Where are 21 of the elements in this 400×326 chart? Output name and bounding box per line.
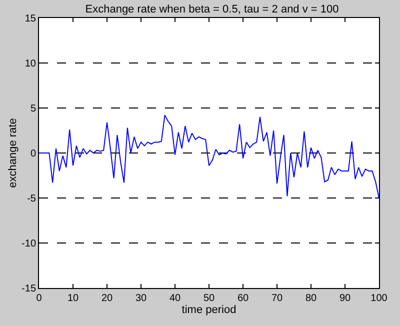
x-tick-label: 50 bbox=[203, 293, 215, 304]
x-tick-label: 30 bbox=[135, 293, 147, 304]
y-tick-label: -15 bbox=[22, 284, 36, 294]
line-series bbox=[39, 114, 379, 198]
y-tick-label: 0 bbox=[30, 148, 36, 160]
x-tick-label: 60 bbox=[237, 293, 249, 304]
y-axis-title: exchange rate bbox=[7, 118, 20, 188]
y-tick-label: 5 bbox=[30, 104, 36, 114]
y-tick-label: 10 bbox=[24, 58, 36, 70]
x-tick-label: 100 bbox=[370, 293, 388, 304]
chart-title: Exchange rate when beta = 0.5, tau = 2 and v = 100 bbox=[85, 4, 339, 16]
x-axis-title: time period bbox=[182, 304, 236, 316]
x-tick-label: 20 bbox=[101, 293, 113, 304]
y-tick-label: 15 bbox=[24, 14, 36, 24]
x-tick-label: 40 bbox=[169, 293, 181, 304]
y-tick-label: -5 bbox=[27, 194, 36, 204]
x-tick-label: 70 bbox=[271, 293, 283, 304]
x-tick-label: 90 bbox=[339, 293, 351, 304]
x-tick-label: 10 bbox=[67, 293, 79, 304]
x-tick-label: 80 bbox=[305, 293, 317, 304]
y-tick-label: -10 bbox=[22, 238, 36, 250]
